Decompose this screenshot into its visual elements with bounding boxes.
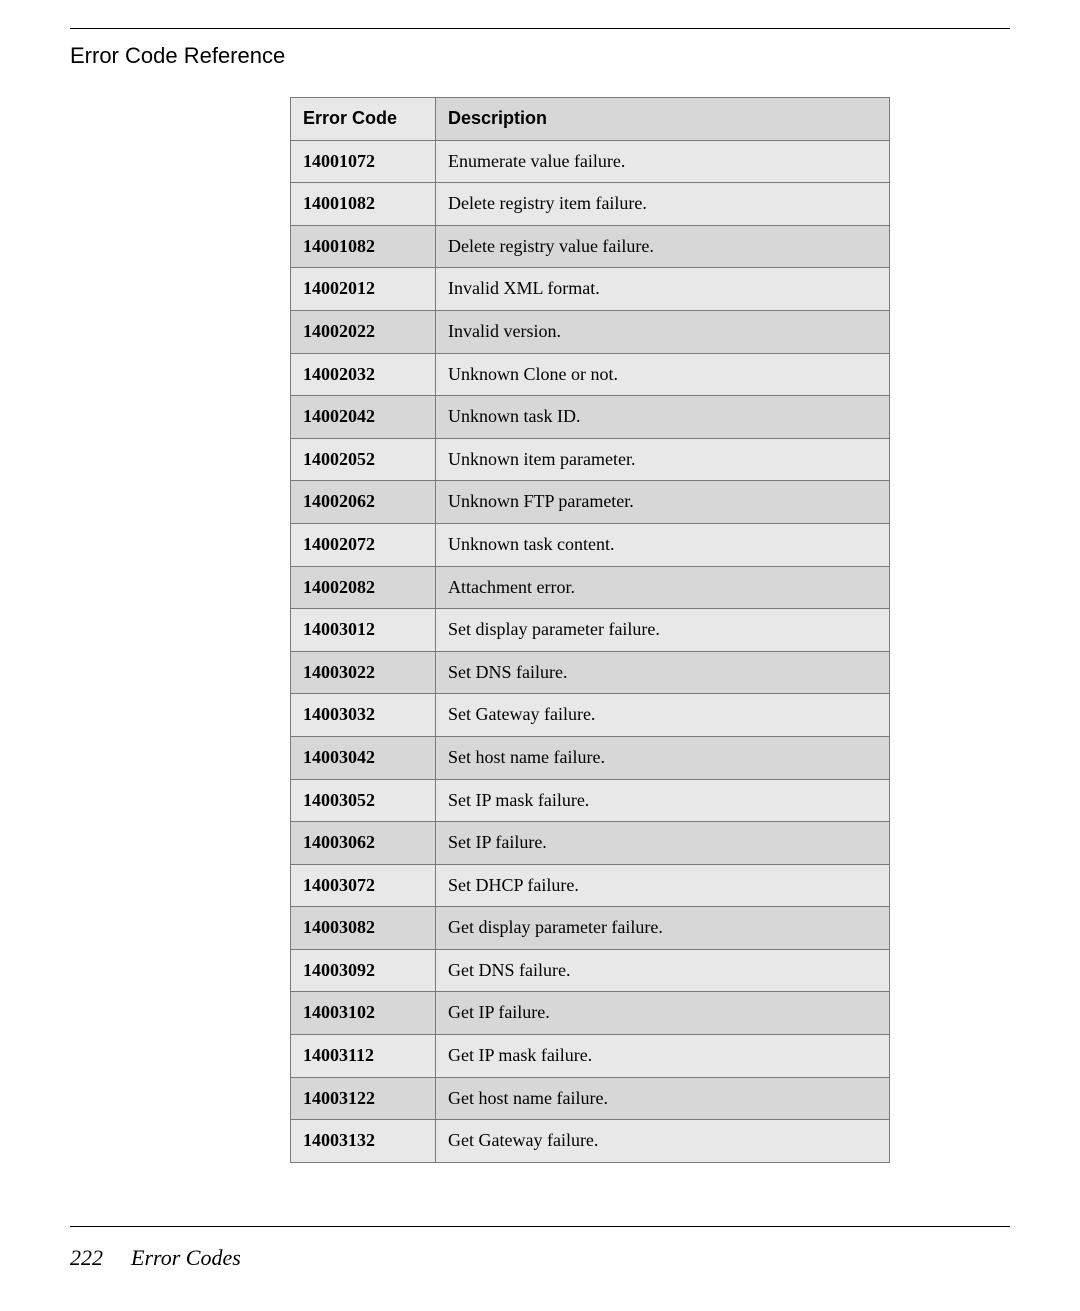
error-code-cell: 14003022	[291, 651, 436, 694]
table-row: 14002082Attachment error.	[291, 566, 890, 609]
error-code-cell: 14002022	[291, 310, 436, 353]
section-title: Error Code Reference	[70, 43, 1010, 69]
description-cell: Get display parameter failure.	[436, 907, 890, 950]
error-code-cell: 14002062	[291, 481, 436, 524]
error-code-cell: 14003082	[291, 907, 436, 950]
col-header-error-code: Error Code	[291, 98, 436, 141]
table-row: 14002032Unknown Clone or not.	[291, 353, 890, 396]
description-cell: Get IP mask failure.	[436, 1035, 890, 1078]
error-code-table-wrap: Error Code Description 14001072Enumerate…	[290, 97, 890, 1163]
table-row: 14002012Invalid XML format.	[291, 268, 890, 311]
error-code-cell: 14003072	[291, 864, 436, 907]
error-code-cell: 14002032	[291, 353, 436, 396]
table-row: 14003132Get Gateway failure.	[291, 1120, 890, 1163]
description-cell: Set display parameter failure.	[436, 609, 890, 652]
document-page: Error Code Reference Error Code Descript…	[0, 0, 1080, 1311]
table-row: 14001072Enumerate value failure.	[291, 140, 890, 183]
description-cell: Get DNS failure.	[436, 949, 890, 992]
description-cell: Invalid version.	[436, 310, 890, 353]
description-cell: Enumerate value failure.	[436, 140, 890, 183]
table-row: 14003052Set IP mask failure.	[291, 779, 890, 822]
error-code-cell: 14003042	[291, 736, 436, 779]
error-code-cell: 14003032	[291, 694, 436, 737]
table-row: 14003032Set Gateway failure.	[291, 694, 890, 737]
table-row: 14003102Get IP failure.	[291, 992, 890, 1035]
description-cell: Get host name failure.	[436, 1077, 890, 1120]
error-code-cell: 14001082	[291, 225, 436, 268]
error-code-cell: 14002042	[291, 396, 436, 439]
table-row: 14001082Delete registry item failure.	[291, 183, 890, 226]
error-code-cell: 14003062	[291, 822, 436, 865]
table-row: 14003062Set IP failure.	[291, 822, 890, 865]
table-row: 14003022Set DNS failure.	[291, 651, 890, 694]
error-code-cell: 14003052	[291, 779, 436, 822]
table-row: 14003042Set host name failure.	[291, 736, 890, 779]
table-body: 14001072Enumerate value failure.14001082…	[291, 140, 890, 1162]
description-cell: Unknown Clone or not.	[436, 353, 890, 396]
description-cell: Set DHCP failure.	[436, 864, 890, 907]
description-cell: Delete registry item failure.	[436, 183, 890, 226]
description-cell: Get IP failure.	[436, 992, 890, 1035]
description-cell: Delete registry value failure.	[436, 225, 890, 268]
top-rule	[70, 28, 1010, 29]
page-number: 222	[70, 1245, 103, 1270]
description-cell: Unknown FTP parameter.	[436, 481, 890, 524]
error-code-cell: 14002072	[291, 523, 436, 566]
table-row: 14002022Invalid version.	[291, 310, 890, 353]
page-footer: 222 Error Codes	[70, 1226, 1010, 1271]
col-header-description: Description	[436, 98, 890, 141]
table-row: 14002072Unknown task content.	[291, 523, 890, 566]
description-cell: Unknown task content.	[436, 523, 890, 566]
footer-text: 222 Error Codes	[70, 1245, 1010, 1271]
error-code-cell: 14002052	[291, 438, 436, 481]
table-row: 14003092Get DNS failure.	[291, 949, 890, 992]
description-cell: Invalid XML format.	[436, 268, 890, 311]
table-row: 14003072Set DHCP failure.	[291, 864, 890, 907]
error-code-cell: 14001082	[291, 183, 436, 226]
error-code-cell: 14001072	[291, 140, 436, 183]
table-row: 14002052Unknown item parameter.	[291, 438, 890, 481]
description-cell: Set IP mask failure.	[436, 779, 890, 822]
table-row: 14003082Get display parameter failure.	[291, 907, 890, 950]
bottom-rule	[70, 1226, 1010, 1227]
error-code-cell: 14003102	[291, 992, 436, 1035]
error-code-cell: 14003092	[291, 949, 436, 992]
error-code-cell: 14003112	[291, 1035, 436, 1078]
description-cell: Set DNS failure.	[436, 651, 890, 694]
description-cell: Unknown task ID.	[436, 396, 890, 439]
description-cell: Attachment error.	[436, 566, 890, 609]
table-header-row: Error Code Description	[291, 98, 890, 141]
table-row: 14003012Set display parameter failure.	[291, 609, 890, 652]
table-row: 14002062Unknown FTP parameter.	[291, 481, 890, 524]
table-row: 14002042Unknown task ID.	[291, 396, 890, 439]
error-code-table: Error Code Description 14001072Enumerate…	[290, 97, 890, 1163]
table-row: 14003112Get IP mask failure.	[291, 1035, 890, 1078]
chapter-title: Error Codes	[131, 1245, 241, 1270]
description-cell: Unknown item parameter.	[436, 438, 890, 481]
description-cell: Get Gateway failure.	[436, 1120, 890, 1163]
table-row: 14003122Get host name failure.	[291, 1077, 890, 1120]
error-code-cell: 14003132	[291, 1120, 436, 1163]
error-code-cell: 14003122	[291, 1077, 436, 1120]
table-row: 14001082Delete registry value failure.	[291, 225, 890, 268]
error-code-cell: 14002082	[291, 566, 436, 609]
description-cell: Set Gateway failure.	[436, 694, 890, 737]
description-cell: Set IP failure.	[436, 822, 890, 865]
description-cell: Set host name failure.	[436, 736, 890, 779]
error-code-cell: 14003012	[291, 609, 436, 652]
error-code-cell: 14002012	[291, 268, 436, 311]
